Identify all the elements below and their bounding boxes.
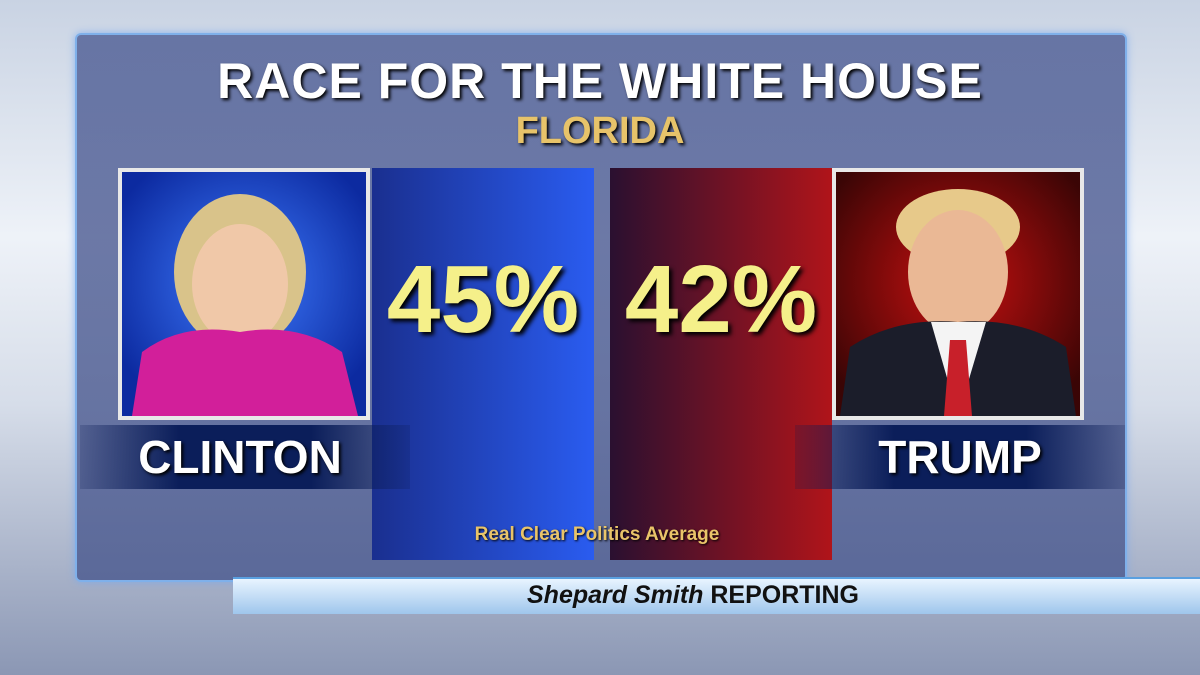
candidate-name: TRUMP <box>878 431 1042 483</box>
portrait <box>840 189 1076 416</box>
source-note: Real Clear Politics Average <box>474 524 720 545</box>
ticker-bar <box>233 577 1200 614</box>
blue-panel <box>372 168 594 560</box>
percentage: 45% <box>386 246 580 353</box>
percentage: 42% <box>624 246 818 353</box>
subtitle: FLORIDA <box>515 110 685 152</box>
title: RACE FOR THE WHITE HOUSE <box>217 53 983 109</box>
show-suffix: REPORTING <box>710 581 859 609</box>
candidate-photo <box>118 168 370 420</box>
show-host: Shepard Smith <box>527 581 704 609</box>
name-plate <box>795 425 1125 489</box>
portrait <box>132 194 358 416</box>
candidate-name: CLINTON <box>138 431 342 483</box>
name-plate <box>80 425 410 489</box>
candidate-photo <box>832 168 1084 420</box>
red-panel <box>610 168 832 560</box>
show-name: Shepard Smith REPORTING <box>233 581 1153 610</box>
